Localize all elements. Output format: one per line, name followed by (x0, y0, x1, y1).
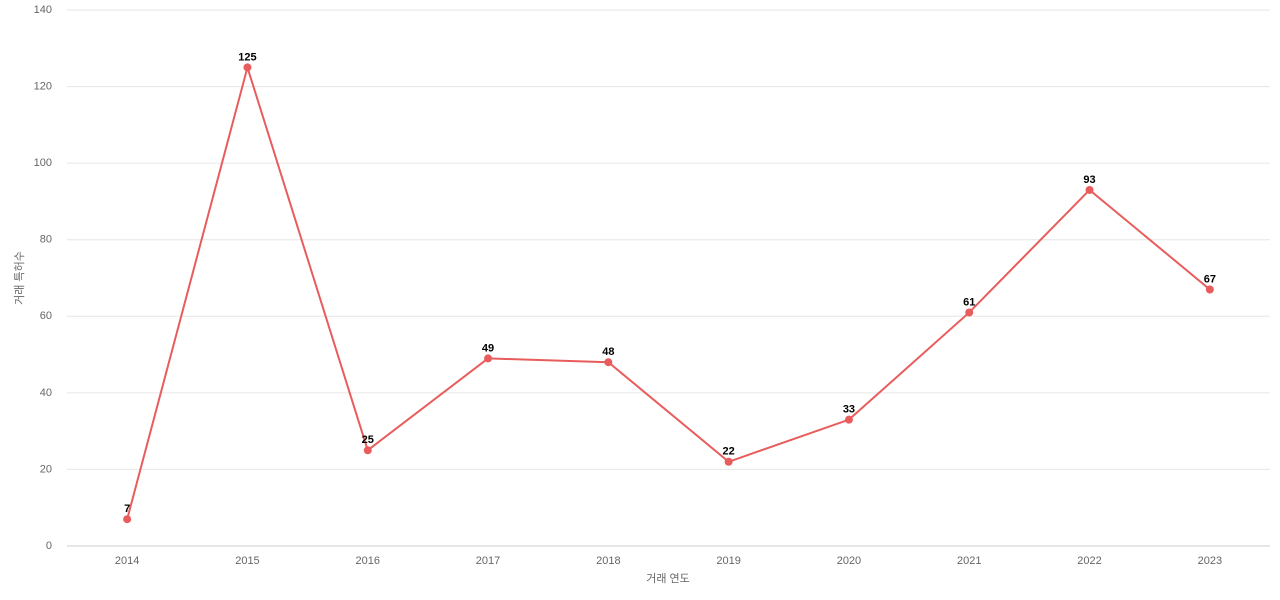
y-tick-label: 100 (34, 157, 52, 169)
data-label: 48 (602, 346, 614, 358)
data-point (604, 358, 613, 367)
x-tick-label: 2018 (596, 555, 620, 567)
data-line (126, 63, 1211, 520)
data-point (243, 63, 252, 72)
data-label: 67 (1204, 273, 1216, 285)
y-tick-label: 80 (40, 234, 52, 246)
y-tick-label: 20 (40, 463, 52, 475)
data-point (484, 354, 493, 363)
x-tick-label: 2016 (356, 555, 380, 567)
y-tick-label: 140 (34, 4, 52, 16)
x-tick-label: 2014 (115, 555, 139, 567)
x-tick-label: 2020 (837, 555, 861, 567)
data-point (123, 515, 132, 524)
x-tick-label: 2021 (957, 555, 981, 567)
data-point (363, 446, 372, 455)
data-point (724, 457, 733, 466)
data-label: 25 (362, 434, 374, 446)
data-label: 125 (238, 51, 256, 63)
y-tick-label: 120 (34, 80, 52, 92)
x-tick-label: 2023 (1198, 555, 1222, 567)
x-tick-label: 2022 (1077, 555, 1101, 567)
x-axis-label: 거래 연도 (646, 572, 690, 585)
y-tick-label: 60 (40, 310, 52, 322)
data-point (1205, 285, 1214, 294)
y-tick-label: 40 (40, 387, 52, 399)
x-tick-label: 2017 (476, 555, 500, 567)
data-label: 7 (124, 503, 130, 515)
data-point (965, 308, 974, 317)
data-label: 33 (843, 404, 855, 416)
data-label: 61 (963, 296, 975, 308)
data-label: 93 (1083, 174, 1095, 186)
data-point (844, 415, 853, 424)
data-label: 22 (723, 446, 735, 458)
y-tick-label: 0 (46, 540, 52, 552)
x-tick-label: 2015 (235, 555, 259, 567)
x-tick-label: 2019 (716, 555, 740, 567)
data-label: 49 (482, 342, 494, 354)
data-point (1085, 185, 1094, 194)
y-axis-label: 거래 특허수 (13, 251, 26, 305)
